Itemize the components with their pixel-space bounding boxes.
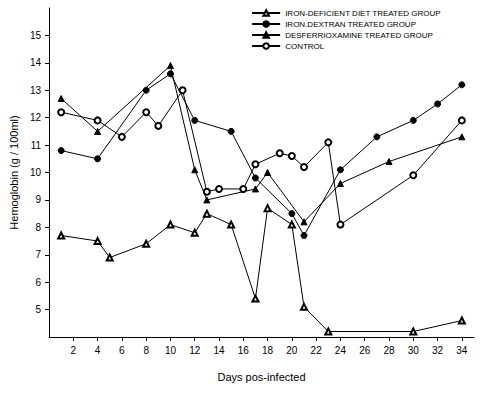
svg-text:15: 15: [30, 30, 42, 41]
svg-text:11: 11: [31, 140, 42, 151]
svg-text:24: 24: [335, 345, 347, 356]
svg-text:12: 12: [189, 345, 201, 356]
svg-text:IRON-DEFICIENT DIET TREATED GR: IRON-DEFICIENT DIET TREATED GROUP: [285, 9, 440, 18]
svg-text:10: 10: [30, 167, 42, 178]
svg-text:8: 8: [35, 222, 41, 233]
svg-text:12: 12: [30, 112, 42, 123]
svg-text:16: 16: [238, 345, 250, 356]
svg-text:14: 14: [30, 57, 42, 68]
svg-text:5: 5: [35, 304, 41, 315]
svg-text:34: 34: [456, 345, 468, 356]
svg-text:26: 26: [359, 345, 371, 356]
svg-text:10: 10: [165, 345, 177, 356]
svg-text:6: 6: [35, 277, 41, 288]
svg-text:8: 8: [143, 345, 149, 356]
svg-text:28: 28: [383, 345, 395, 356]
svg-text:DESFERRIOXAMINE TREATED GROUP: DESFERRIOXAMINE TREATED GROUP: [285, 31, 433, 40]
svg-text:2: 2: [71, 345, 77, 356]
svg-text:7: 7: [35, 249, 41, 260]
svg-text:22: 22: [311, 345, 323, 356]
svg-text:IRON.DEXTRAN TREATED GROUP: IRON.DEXTRAN TREATED GROUP: [285, 20, 416, 29]
svg-text:13: 13: [30, 85, 42, 96]
svg-text:20: 20: [286, 345, 298, 356]
svg-text:30: 30: [408, 345, 420, 356]
svg-text:9: 9: [35, 194, 41, 205]
svg-text:Hemoglobin (g / 100ml): Hemoglobin (g / 100ml): [8, 115, 20, 229]
svg-text:Days pos-infected: Days pos-infected: [217, 371, 305, 383]
svg-text:18: 18: [262, 345, 274, 356]
svg-text:32: 32: [432, 345, 444, 356]
svg-text:14: 14: [213, 345, 225, 356]
svg-text:CONTROL: CONTROL: [285, 42, 325, 51]
svg-text:6: 6: [119, 345, 125, 356]
svg-text:4: 4: [95, 345, 101, 356]
